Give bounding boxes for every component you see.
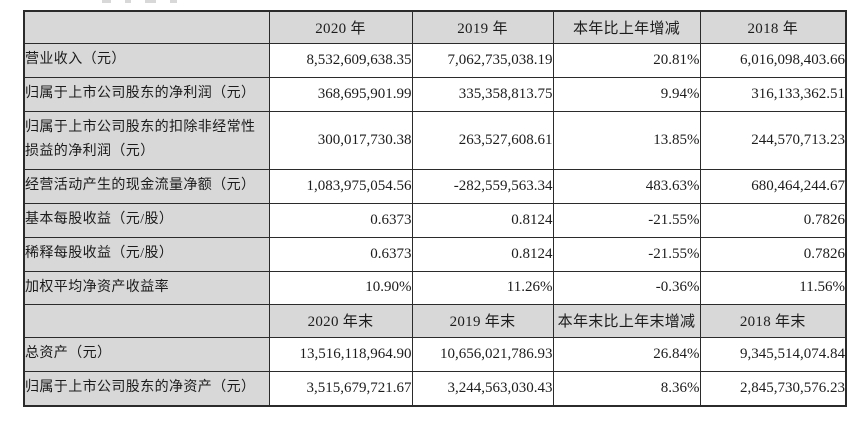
header-blank-cell	[23, 303, 270, 338]
row-label: 归属于上市公司股东的净资产（元）	[23, 370, 270, 407]
cell-change: 9.94%	[552, 76, 701, 112]
cell-2018: 316,133,362.51	[699, 76, 847, 112]
row-label: 加权平均净资产收益率	[23, 270, 270, 305]
cell-change: -21.55%	[552, 236, 701, 272]
cell-2020: 0.6373	[268, 202, 413, 238]
header-2018: 2018 年	[699, 10, 847, 44]
table-row-diluted-eps: 稀释每股收益（元/股） 0.6373 0.8124 -21.55% 0.7826	[23, 236, 847, 272]
cell-2018: 680,464,244.67	[699, 168, 847, 204]
cell-2020: 3,515,679,721.67	[268, 370, 413, 407]
cell-2020: 368,695,901.99	[268, 76, 413, 112]
row-label: 稀释每股收益（元/股）	[23, 236, 270, 272]
cell-change: 26.84%	[552, 336, 701, 372]
cell-2020: 0.6373	[268, 236, 413, 272]
cell-change: 20.81%	[552, 42, 701, 78]
table-row-weighted-avg-roe: 加权平均净资产收益率 10.90% 11.26% -0.36% 11.56%	[23, 270, 847, 305]
table-row-net-profit: 归属于上市公司股东的净利润（元） 368,695,901.99 335,358,…	[23, 76, 847, 112]
table-row-operating-cash-flow: 经营活动产生的现金流量净额（元） 1,083,975,054.56 -282,5…	[23, 168, 847, 204]
header-blank-cell	[23, 10, 270, 44]
row-label: 归属于上市公司股东的扣除非经常性损益的净利润（元）	[23, 110, 270, 170]
cell-2019: 0.8124	[411, 202, 554, 238]
cell-2018: 0.7826	[699, 236, 847, 272]
clipped-text-artifact	[102, 0, 292, 5]
header-year-end-change: 本年末比上年末增减	[552, 303, 701, 338]
cell-2019: 11.26%	[411, 270, 554, 305]
cell-2019: -282,559,563.34	[411, 168, 554, 204]
cell-2019: 335,358,813.75	[411, 76, 554, 112]
row-label: 总资产（元）	[23, 336, 270, 372]
cell-2020: 8,532,609,638.35	[268, 42, 413, 78]
table-row-total-assets: 总资产（元） 13,516,118,964.90 10,656,021,786.…	[23, 336, 847, 372]
cell-change: 13.85%	[552, 110, 701, 170]
cell-2020: 13,516,118,964.90	[268, 336, 413, 372]
cell-2020: 10.90%	[268, 270, 413, 305]
cell-change: 483.63%	[552, 168, 701, 204]
cell-change: -0.36%	[552, 270, 701, 305]
header-2018-year-end: 2018 年末	[699, 303, 847, 338]
cell-2018: 0.7826	[699, 202, 847, 238]
cell-2018: 11.56%	[699, 270, 847, 305]
cell-2019: 0.8124	[411, 236, 554, 272]
table-row-net-profit-deducted: 归属于上市公司股东的扣除非经常性损益的净利润（元） 300,017,730.38…	[23, 110, 847, 170]
cell-2020: 300,017,730.38	[268, 110, 413, 170]
cell-2019: 263,527,608.61	[411, 110, 554, 170]
row-label: 基本每股收益（元/股）	[23, 202, 270, 238]
table-row-net-assets: 归属于上市公司股东的净资产（元） 3,515,679,721.67 3,244,…	[23, 370, 847, 407]
cell-2018: 2,845,730,576.23	[699, 370, 847, 407]
header-yoy-change: 本年比上年增减	[552, 10, 701, 44]
row-label: 经营活动产生的现金流量净额（元）	[23, 168, 270, 204]
cell-2018: 6,016,098,403.66	[699, 42, 847, 78]
table-row-revenue: 营业收入（元） 8,532,609,638.35 7,062,735,038.1…	[23, 42, 847, 78]
header-2019-year-end: 2019 年末	[411, 303, 554, 338]
row-label: 营业收入（元）	[23, 42, 270, 78]
header-2019: 2019 年	[411, 10, 554, 44]
header-2020-year-end: 2020 年末	[268, 303, 413, 338]
cell-2019: 10,656,021,786.93	[411, 336, 554, 372]
key-financial-data-table: 2020 年 2019 年 本年比上年增减 2018 年 营业收入（元） 8,5…	[23, 10, 847, 407]
cell-2018: 244,570,713.23	[699, 110, 847, 170]
table-header-annual: 2020 年 2019 年 本年比上年增减 2018 年	[23, 10, 847, 44]
cell-2019: 7,062,735,038.19	[411, 42, 554, 78]
cell-2020: 1,083,975,054.56	[268, 168, 413, 204]
header-2020: 2020 年	[268, 10, 413, 44]
cell-2019: 3,244,563,030.43	[411, 370, 554, 407]
cell-change: 8.36%	[552, 370, 701, 407]
cell-change: -21.55%	[552, 202, 701, 238]
row-label: 归属于上市公司股东的净利润（元）	[23, 76, 270, 112]
cell-2018: 9,345,514,074.84	[699, 336, 847, 372]
table-header-year-end: 2020 年末 2019 年末 本年末比上年末增减 2018 年末	[23, 303, 847, 338]
table-row-basic-eps: 基本每股收益（元/股） 0.6373 0.8124 -21.55% 0.7826	[23, 202, 847, 238]
